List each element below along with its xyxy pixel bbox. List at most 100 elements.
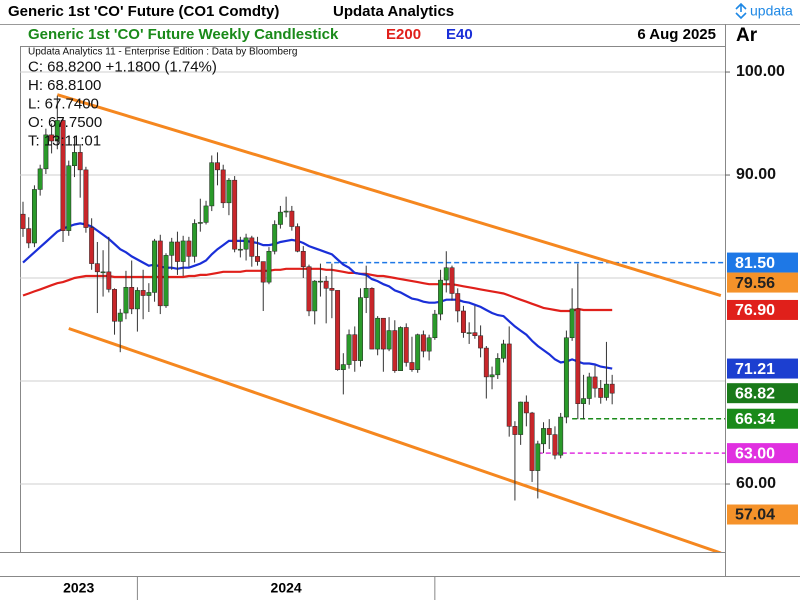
candle-body bbox=[443, 267, 449, 281]
moving-average bbox=[22, 267, 613, 313]
price-label: 66.34 bbox=[735, 411, 775, 428]
info-ohlc: L: 67.7400 bbox=[28, 95, 99, 112]
plot-layer bbox=[20, 71, 725, 552]
candle-body bbox=[535, 443, 541, 471]
logo-icon bbox=[735, 2, 747, 20]
candle-body bbox=[506, 343, 512, 427]
price-label: 81.50 bbox=[735, 255, 775, 272]
candle-body bbox=[392, 330, 398, 371]
candle-body bbox=[340, 364, 346, 370]
candle-body bbox=[255, 256, 260, 262]
candle-body bbox=[289, 210, 295, 227]
candle-body bbox=[140, 290, 146, 296]
candle-body bbox=[215, 162, 220, 171]
candle-body bbox=[203, 205, 209, 223]
candle-body bbox=[186, 240, 192, 257]
price-label: 71.21 bbox=[735, 361, 775, 378]
candle-body bbox=[546, 428, 552, 435]
candle-body bbox=[237, 248, 243, 251]
candle-body bbox=[369, 288, 375, 350]
candle-body bbox=[169, 241, 175, 256]
candle-body bbox=[569, 308, 575, 339]
price-label: 63.00 bbox=[735, 445, 775, 462]
candle-body bbox=[466, 332, 472, 334]
candle-body bbox=[72, 152, 77, 167]
candle-body bbox=[220, 169, 226, 204]
candle-body bbox=[523, 401, 529, 414]
candle-body bbox=[432, 313, 438, 339]
candle-body bbox=[243, 237, 249, 250]
candle-body bbox=[117, 312, 123, 322]
candle-body bbox=[323, 280, 329, 289]
candle-body bbox=[300, 250, 306, 267]
price-label: 68.82 bbox=[735, 385, 775, 402]
candle-body bbox=[317, 280, 323, 283]
candle-body bbox=[123, 287, 129, 314]
candle-body bbox=[472, 332, 478, 336]
candle-body bbox=[249, 237, 255, 257]
candle-body bbox=[89, 227, 95, 264]
price-label-box bbox=[727, 504, 798, 525]
chart-title: Generic 1st 'CO' Future Weekly Candlesti… bbox=[28, 26, 339, 43]
candle-body bbox=[386, 330, 392, 350]
candle-body bbox=[37, 168, 43, 190]
candle-body bbox=[563, 337, 569, 418]
candle-body bbox=[426, 337, 432, 352]
info-ohlc: H: 68.8100 bbox=[28, 77, 101, 94]
candle-body bbox=[512, 426, 518, 435]
info-ohlc: O: 67.7500 bbox=[28, 114, 102, 131]
candle-body bbox=[455, 293, 461, 312]
candle-body bbox=[77, 152, 83, 171]
candle-body bbox=[306, 266, 312, 312]
price-label-box bbox=[727, 272, 798, 293]
candle-body bbox=[363, 288, 369, 298]
candle-body bbox=[43, 134, 49, 170]
candle-body bbox=[586, 376, 592, 399]
candle-body bbox=[329, 288, 335, 291]
candle-body bbox=[409, 362, 415, 370]
price-label-box bbox=[727, 383, 798, 404]
candle-body bbox=[20, 213, 26, 229]
candle-body bbox=[529, 412, 535, 471]
candle-body bbox=[54, 120, 60, 142]
candle-body bbox=[380, 317, 386, 350]
candle-body bbox=[31, 189, 37, 244]
instrument: Generic 1st 'CO' Future (CO1 Comdty) bbox=[8, 3, 279, 20]
candle-body bbox=[163, 255, 169, 307]
candle-body bbox=[266, 250, 272, 283]
axis-corner: Ar bbox=[736, 25, 758, 46]
candle-body bbox=[146, 292, 152, 296]
candle-body bbox=[129, 287, 135, 310]
candle-body bbox=[152, 240, 158, 293]
price-label-box bbox=[727, 443, 798, 464]
candle-body bbox=[157, 240, 163, 307]
candle-body bbox=[449, 267, 455, 294]
candle-body bbox=[272, 224, 278, 252]
candle-body bbox=[209, 162, 215, 207]
candle-body bbox=[60, 120, 66, 231]
x-tick-label: 2024 bbox=[271, 580, 302, 596]
price-label-box bbox=[727, 408, 798, 429]
price-label-box bbox=[727, 299, 798, 320]
candle-body bbox=[260, 261, 266, 283]
channel-line bbox=[56, 93, 722, 297]
candle-body bbox=[232, 179, 238, 250]
price-label: 79.56 bbox=[735, 275, 775, 292]
y-tick-label: 100.00 bbox=[736, 63, 785, 80]
candle-body bbox=[197, 222, 203, 224]
candle-body bbox=[581, 398, 587, 404]
info-source: Updata Analytics 11 - Enterprise Edition… bbox=[28, 47, 297, 58]
candle-body bbox=[420, 334, 426, 352]
candle-body bbox=[26, 228, 32, 244]
candle-body bbox=[180, 240, 186, 262]
candle-body bbox=[358, 297, 363, 361]
price-label: 57.04 bbox=[735, 507, 775, 524]
candle-body bbox=[483, 347, 489, 378]
candle-body bbox=[277, 211, 283, 225]
candle-body bbox=[335, 290, 341, 370]
candle-body bbox=[106, 271, 112, 290]
candle-body bbox=[438, 279, 444, 315]
candle-body bbox=[66, 165, 72, 231]
